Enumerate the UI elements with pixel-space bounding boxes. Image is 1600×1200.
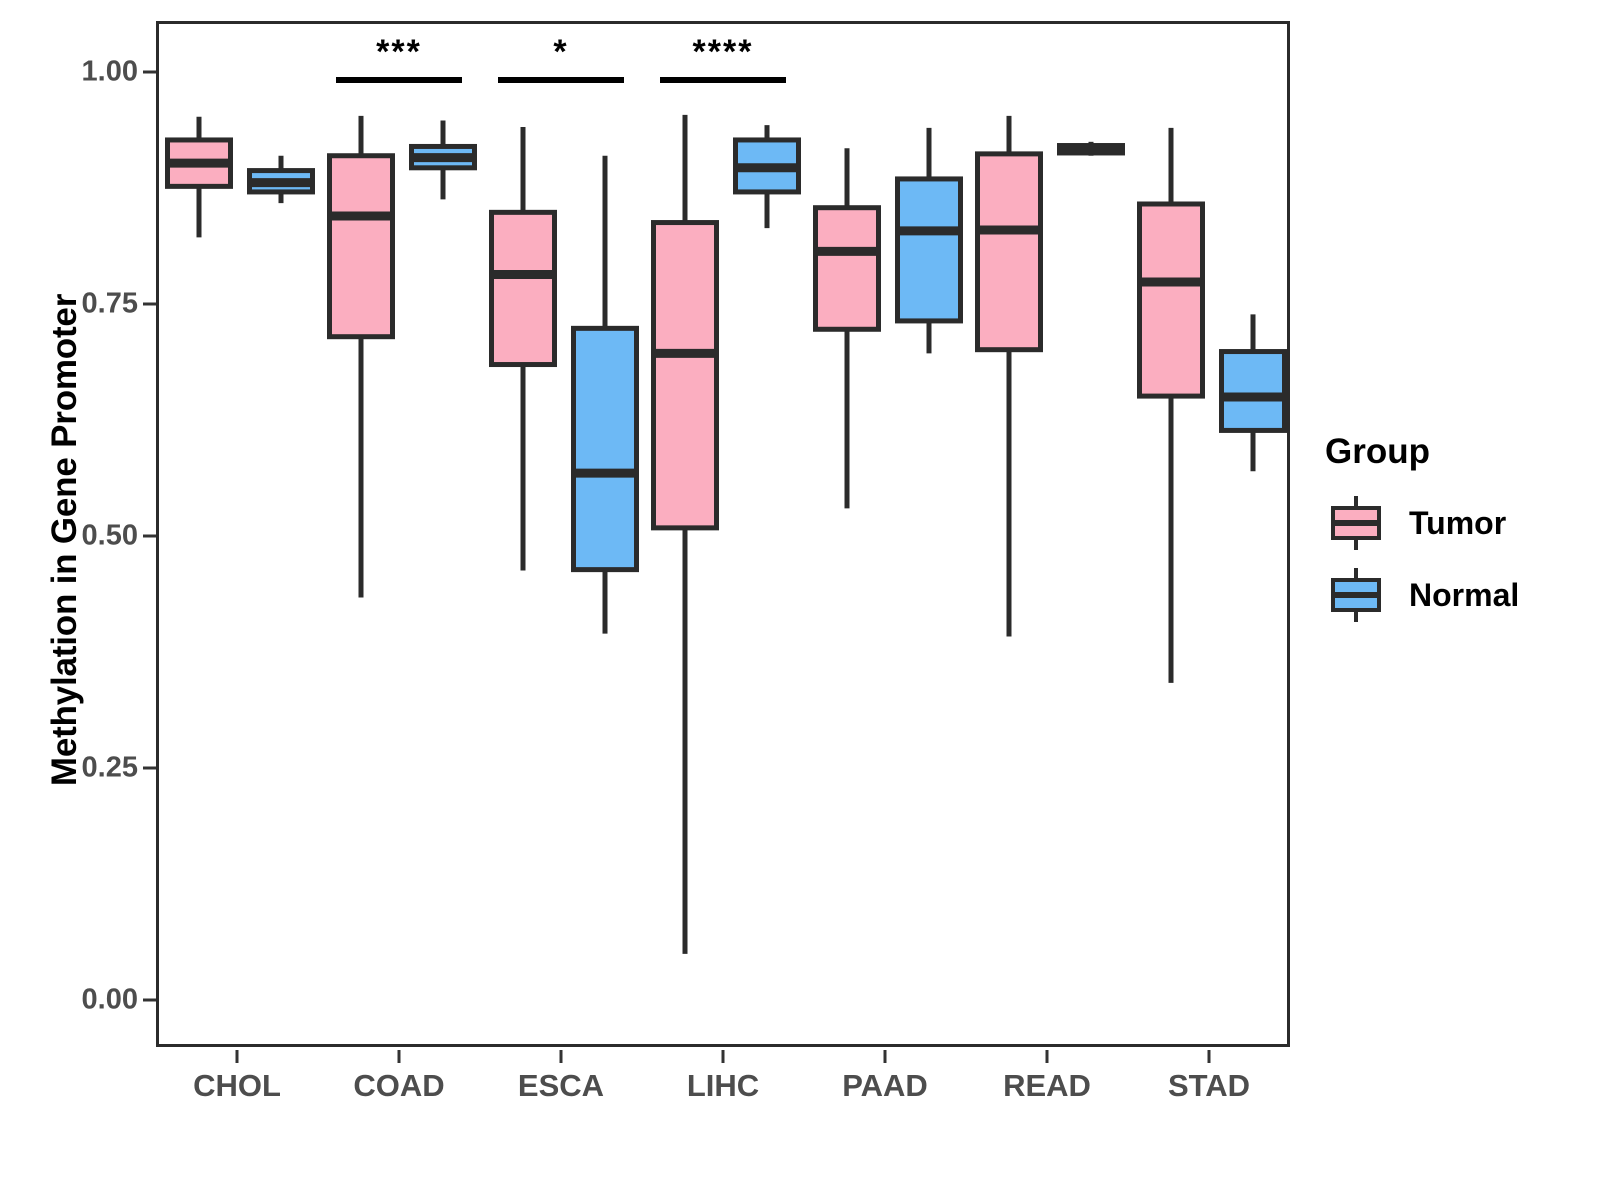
x-tick-label-read: READ	[1003, 1068, 1091, 1103]
y-axis-title: Methylation in Gene Promoter	[45, 293, 84, 787]
plot-panel	[156, 21, 1290, 1047]
legend-key-normal-icon	[1325, 566, 1387, 624]
x-tick-label-paad: PAAD	[842, 1068, 928, 1103]
legend-item-tumor[interactable]: Tumor	[1325, 494, 1585, 552]
boxplot-read-tumor	[975, 115, 1043, 637]
legend-key-tumor-icon	[1325, 494, 1387, 552]
boxplot-stad-tumor	[1137, 127, 1205, 683]
legend-item-normal[interactable]: Normal	[1325, 566, 1585, 624]
y-tick-label: 0.50	[81, 519, 138, 552]
box-rect	[813, 205, 881, 332]
y-tick-label: 1.00	[81, 55, 138, 88]
legend-entries: Tumor Normal	[1325, 494, 1585, 624]
x-tick-label-esca: ESCA	[517, 1068, 605, 1103]
significance-label-lihc: ****	[692, 32, 754, 71]
boxplot-paad-normal	[895, 127, 963, 354]
legend-label-normal: Normal	[1409, 576, 1520, 613]
y-tick-mark	[143, 998, 156, 1002]
legend: Group Tumor Normal	[1325, 432, 1585, 638]
y-tick-label: 0.25	[81, 751, 138, 784]
x-tick-label-stad: STAD	[1167, 1068, 1251, 1103]
y-tick-mark	[143, 534, 156, 538]
significance-bar-lihc	[660, 76, 786, 83]
significance-label-esca: *	[553, 32, 569, 71]
boxplot-stad-normal	[1219, 314, 1287, 472]
legend-label-tumor: Tumor	[1409, 504, 1507, 541]
boxplot-esca-tumor	[489, 126, 557, 571]
box-rect	[895, 176, 963, 324]
y-tick-mark	[143, 70, 156, 74]
x-tick-label-lihc: LIHC	[686, 1068, 760, 1103]
x-tick-mark-esca	[559, 1050, 563, 1063]
significance-bar-esca	[498, 76, 624, 83]
x-tick-mark-lihc	[721, 1050, 725, 1063]
significance-bar-coad	[336, 76, 462, 83]
boxplot-lihc-normal	[733, 125, 801, 229]
boxplot-chol-tumor	[165, 116, 233, 238]
boxplot-paad-tumor	[813, 148, 881, 509]
y-tick-mark	[143, 302, 156, 306]
box-rect	[489, 209, 557, 368]
x-tick-label-coad: COAD	[353, 1068, 445, 1103]
x-tick-mark-coad	[397, 1050, 401, 1063]
boxplot-read-normal	[1057, 141, 1125, 156]
y-tick-mark	[143, 766, 156, 770]
legend-title: Group	[1325, 432, 1430, 471]
significance-label-coad: ***	[376, 32, 422, 71]
x-tick-mark-read	[1045, 1050, 1049, 1063]
x-tick-mark-stad	[1207, 1050, 1211, 1063]
box-rect	[975, 151, 1043, 353]
x-tick-mark-chol	[235, 1050, 239, 1063]
box-rect	[651, 220, 719, 531]
y-tick-label: 0.75	[81, 287, 138, 320]
box-rect	[1219, 349, 1287, 433]
x-tick-mark-paad	[883, 1050, 887, 1063]
box-rect	[1137, 201, 1205, 399]
boxplot-coad-normal	[409, 120, 477, 200]
y-tick-label: 0.00	[81, 983, 138, 1016]
boxplot-chol-normal	[247, 155, 315, 204]
box-rect	[327, 153, 395, 340]
boxplot-lihc-tumor	[651, 114, 719, 954]
boxplot-canvas	[165, 114, 1287, 954]
box-rect	[571, 325, 639, 573]
boxplot-coad-tumor	[327, 115, 395, 598]
x-tick-label-chol: CHOL	[193, 1068, 281, 1103]
boxplot-esca-normal	[571, 155, 639, 634]
